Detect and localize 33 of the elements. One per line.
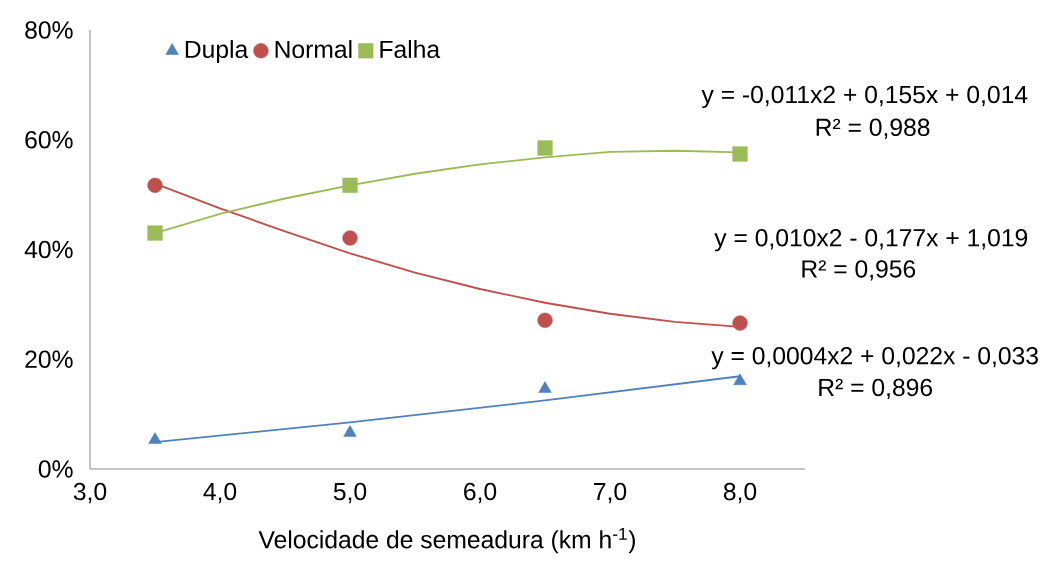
x-axis-title: Velocidade de semeadura (km h$^{-1}$) <box>258 527 635 554</box>
x-tick-label: 5,0 <box>333 482 367 504</box>
point <box>342 230 358 246</box>
x-tick-label: 6,0 <box>464 482 497 504</box>
point <box>147 177 163 193</box>
point <box>342 177 358 193</box>
legend-label: Falha <box>380 39 441 59</box>
point <box>148 432 162 444</box>
point <box>733 373 747 386</box>
point <box>147 225 163 241</box>
point <box>732 315 748 331</box>
x-tick-label: 7,0 <box>594 482 627 504</box>
x-tick-label: 4,0 <box>203 482 237 504</box>
y-tick-label: 80% <box>25 21 73 39</box>
annotation: R² = 0,956 <box>802 260 916 281</box>
y-tick-label: 0% <box>38 460 73 478</box>
point <box>537 312 553 328</box>
y-tick-label: 60% <box>25 131 73 149</box>
text: R² = 0,988 <box>816 118 930 139</box>
point <box>343 425 357 437</box>
annotation: y = 0,010x2 - 0,177x + 1,019 <box>714 228 1028 252</box>
text: R² = 0,896 <box>819 378 933 400</box>
point <box>538 381 552 393</box>
point <box>732 146 748 162</box>
y-tick-label: 20% <box>25 350 73 368</box>
annotation: y = 0,0004x2 + 0,022x - 0,033 <box>711 346 1038 370</box>
x-tick-label: 8,0 <box>723 482 757 504</box>
annotation: y = -0,011x2 + 0,155x + 0,014 <box>701 85 1028 109</box>
legend-label: Normal <box>275 39 352 59</box>
y-tick-label: 40% <box>24 240 73 259</box>
legend-label: Dupla <box>185 39 249 63</box>
point <box>537 140 553 156</box>
x-tick-label: 3,0 <box>73 482 107 504</box>
